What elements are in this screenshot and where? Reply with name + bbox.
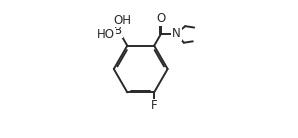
Text: B: B (114, 24, 122, 37)
Text: N: N (172, 27, 181, 40)
Text: HO: HO (97, 28, 115, 42)
Text: F: F (151, 99, 157, 112)
Text: O: O (156, 12, 166, 25)
Text: OH: OH (114, 14, 132, 27)
